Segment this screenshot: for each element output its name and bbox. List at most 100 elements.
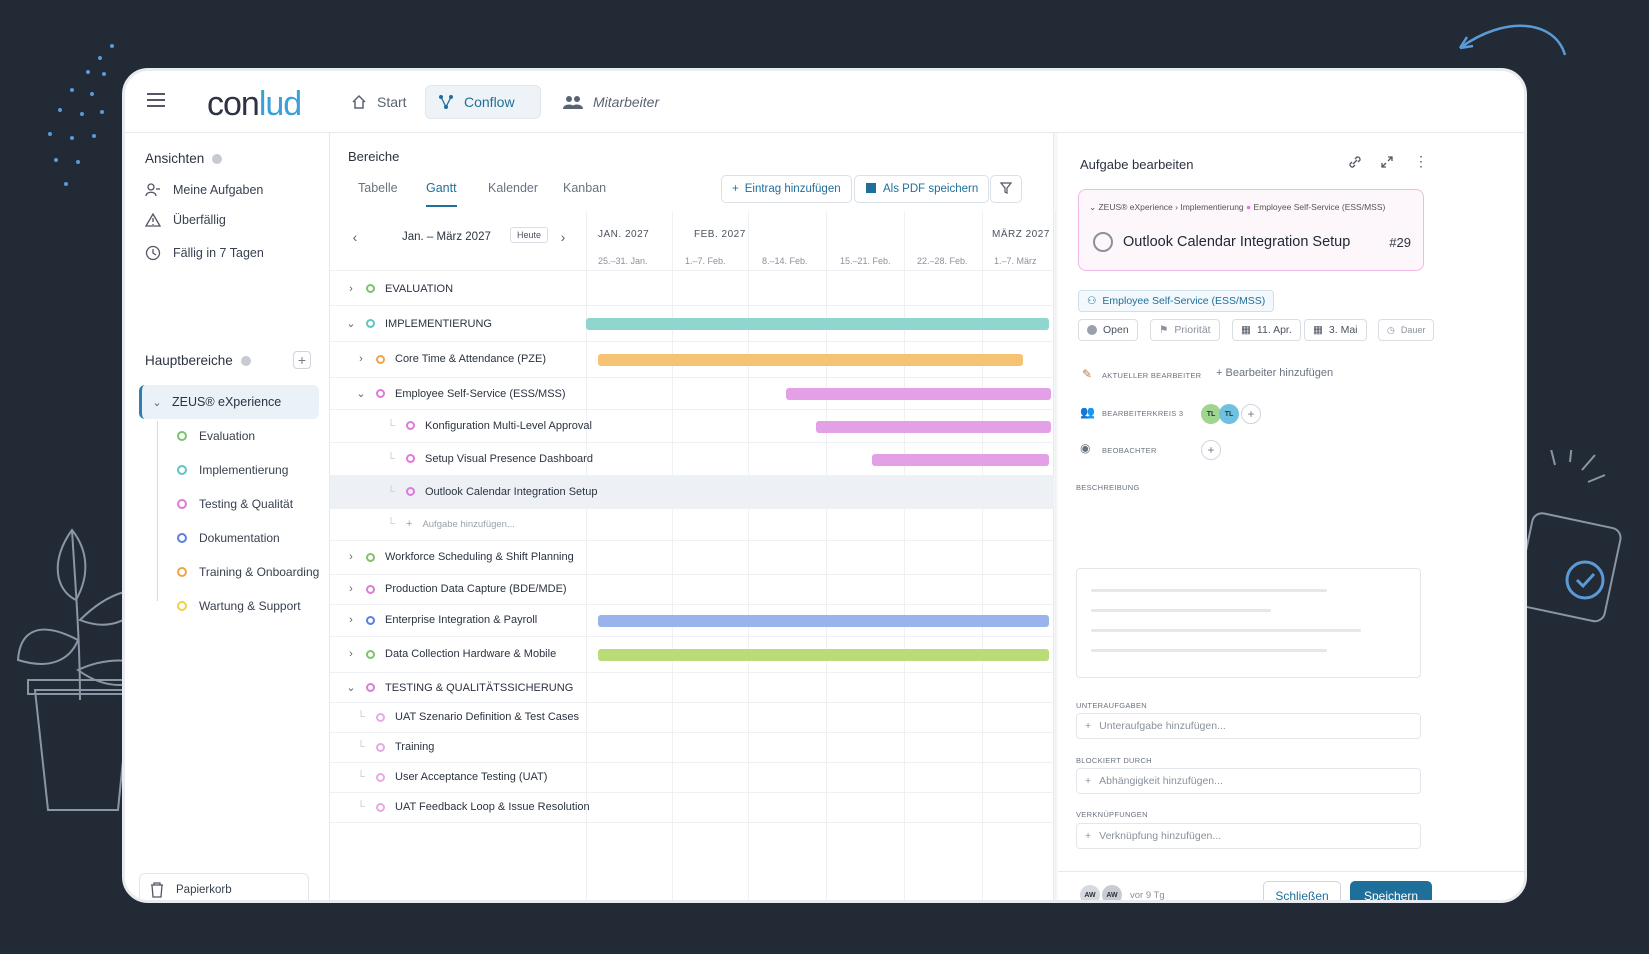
end-date-picker[interactable]: ▦ 3. Mai bbox=[1304, 319, 1367, 341]
gantt-row[interactable] bbox=[330, 733, 1054, 763]
add-watcher-button[interactable]: + bbox=[1201, 440, 1221, 460]
add-link-input[interactable]: + Verknüpfung hinzufügen... bbox=[1076, 823, 1421, 849]
row-label[interactable]: └ Outlook Calendar Integration Setup bbox=[387, 485, 598, 498]
chevron-down-icon[interactable]: ⌄ bbox=[346, 318, 356, 330]
chevron-right-icon[interactable]: › bbox=[349, 282, 353, 295]
avatar[interactable]: TL bbox=[1201, 404, 1221, 424]
menu-icon[interactable] bbox=[147, 93, 165, 107]
tab-kalender[interactable]: Kalender bbox=[488, 181, 539, 195]
row-label[interactable]: › Core Time & Attendance (PZE) bbox=[356, 353, 546, 365]
row-label[interactable]: └ Setup Visual Presence Dashboard bbox=[387, 452, 593, 465]
filter-button[interactable] bbox=[990, 175, 1022, 203]
add-area-button[interactable]: + bbox=[293, 351, 311, 369]
row-label[interactable]: └ UAT Feedback Loop & Issue Resolution bbox=[357, 801, 590, 813]
today-button[interactable]: Heute bbox=[510, 227, 549, 243]
gantt-row[interactable] bbox=[330, 509, 1054, 541]
gantt-bar[interactable] bbox=[786, 388, 1051, 400]
complete-checkbox[interactable] bbox=[1093, 232, 1113, 252]
status-select[interactable]: Open bbox=[1078, 319, 1138, 341]
row-label[interactable]: └ Konfiguration Multi-Level Approval bbox=[387, 419, 592, 432]
tab-tabelle[interactable]: Tabelle bbox=[358, 181, 398, 195]
nav-mitarbeiter[interactable]: Mitarbeiter bbox=[551, 85, 671, 119]
area-tag[interactable]: ⚇ Employee Self-Service (ESS/MSS) bbox=[1078, 290, 1275, 312]
sidebar-area-item[interactable]: Evaluation bbox=[177, 429, 255, 443]
add-subtask-input[interactable]: + Unteraufgabe hinzufügen... bbox=[1076, 713, 1421, 739]
trash-button[interactable]: Papierkorb bbox=[139, 873, 309, 900]
avatar[interactable]: TL bbox=[1219, 404, 1239, 424]
row-color-icon bbox=[376, 712, 385, 722]
gantt-row[interactable] bbox=[330, 763, 1054, 793]
view-ueberfaellig[interactable]: Überfällig bbox=[145, 213, 226, 227]
gantt-bar[interactable] bbox=[598, 649, 1049, 661]
chevron-right-icon[interactable]: › bbox=[349, 614, 353, 626]
add-dependency-input[interactable]: + Abhängigkeit hinzufügen... bbox=[1076, 768, 1421, 794]
row-label[interactable]: › EVALUATION bbox=[346, 283, 453, 295]
next-range-icon[interactable]: › bbox=[560, 229, 566, 245]
chevron-right-icon[interactable]: › bbox=[349, 551, 353, 563]
add-team-member-button[interactable]: + bbox=[1241, 404, 1261, 424]
gantt-row[interactable] bbox=[330, 541, 1054, 575]
row-label[interactable]: › Workforce Scheduling & Shift Planning bbox=[346, 551, 574, 563]
row-label[interactable]: ⌄ TESTING & QUALITÄTSSICHERUNG bbox=[346, 681, 574, 695]
priority-select[interactable]: ⚑ Priorität bbox=[1150, 319, 1220, 341]
more-icon[interactable]: ⋮ bbox=[1414, 153, 1428, 169]
row-label[interactable]: └ UAT Szenario Definition & Test Cases bbox=[357, 711, 580, 723]
sidebar-area-item[interactable]: Implementierung bbox=[177, 463, 288, 477]
sidebar-area-item[interactable]: Training & Onboarding bbox=[177, 565, 319, 579]
sidebar-area-item[interactable]: Testing & Qualität bbox=[177, 497, 293, 511]
gantt-row[interactable] bbox=[330, 443, 1054, 476]
chevron-right-icon[interactable]: › bbox=[359, 353, 363, 365]
gantt-row[interactable] bbox=[330, 575, 1054, 605]
row-label[interactable]: └ Training bbox=[357, 741, 435, 753]
tab-kanban[interactable]: Kanban bbox=[563, 181, 607, 195]
gantt-row[interactable] bbox=[330, 476, 1054, 509]
row-label[interactable]: ⌄ IMPLEMENTIERUNG bbox=[346, 317, 492, 331]
add-entry-button[interactable]: + Eintrag hinzufügen bbox=[721, 175, 852, 203]
row-label[interactable]: ⌄ Employee Self-Service (ESS/MSS) bbox=[356, 387, 566, 401]
gantt-row[interactable] bbox=[330, 793, 1054, 823]
start-date-picker[interactable]: ▦ 11. Apr. bbox=[1232, 319, 1301, 341]
link-icon[interactable] bbox=[1348, 155, 1362, 174]
gantt-row[interactable] bbox=[330, 273, 1054, 306]
gantt-bar[interactable] bbox=[598, 354, 1023, 366]
save-pdf-button[interactable]: Als PDF speichern bbox=[854, 175, 990, 203]
gantt-row[interactable] bbox=[330, 410, 1054, 443]
row-label[interactable]: └ User Acceptance Testing (UAT) bbox=[357, 771, 548, 783]
chevron-right-icon[interactable]: › bbox=[349, 583, 353, 595]
nav-conflow[interactable]: Conflow bbox=[425, 85, 541, 119]
sidebar-area-item[interactable]: Dokumentation bbox=[177, 531, 280, 545]
view-faellig-7-tagen[interactable]: Fällig in 7 Tagen bbox=[145, 245, 264, 261]
nav-start[interactable]: Start bbox=[339, 85, 419, 119]
gantt-row[interactable] bbox=[330, 605, 1054, 637]
area-zeus-experience[interactable]: ⌄ ZEUS® eXperience bbox=[139, 385, 319, 419]
add-assignee-button[interactable]: + Bearbeiter hinzufügen bbox=[1216, 367, 1334, 379]
save-button[interactable]: Speichern bbox=[1350, 881, 1432, 900]
gantt-row[interactable] bbox=[330, 637, 1054, 673]
task-title[interactable]: Outlook Calendar Integration Setup bbox=[1123, 234, 1351, 250]
sidebar-area-item[interactable]: Wartung & Support bbox=[177, 599, 301, 613]
gantt-bar[interactable] bbox=[872, 453, 1049, 466]
close-button[interactable]: Schließen bbox=[1263, 881, 1341, 900]
gantt-bar[interactable] bbox=[816, 420, 1051, 433]
gantt-row[interactable] bbox=[330, 306, 1054, 342]
gantt-bar[interactable] bbox=[586, 318, 1049, 330]
gantt-row[interactable] bbox=[330, 673, 1054, 703]
chevron-down-icon[interactable]: ⌄ bbox=[356, 388, 366, 400]
prev-range-icon[interactable]: ‹ bbox=[352, 229, 358, 245]
expand-icon[interactable] bbox=[1380, 155, 1394, 174]
view-meine-aufgaben[interactable]: Meine Aufgaben bbox=[145, 183, 263, 197]
conlud-logo[interactable]: conlud bbox=[207, 85, 302, 123]
gantt-bar[interactable] bbox=[598, 615, 1049, 627]
gantt-row[interactable] bbox=[330, 703, 1054, 733]
gantt-row[interactable] bbox=[330, 342, 1054, 378]
row-label[interactable]: › Enterprise Integration & Payroll bbox=[346, 614, 537, 626]
duration-field[interactable]: ◷ Dauer bbox=[1378, 319, 1435, 341]
chevron-right-icon[interactable]: › bbox=[349, 648, 353, 660]
add-task-link[interactable]: └ + Aufgabe hinzufügen... bbox=[387, 518, 515, 530]
gantt-row[interactable] bbox=[330, 378, 1054, 410]
row-label[interactable]: › Data Collection Hardware & Mobile bbox=[346, 648, 556, 660]
tab-gantt[interactable]: Gantt bbox=[426, 181, 457, 207]
description-field[interactable] bbox=[1076, 568, 1421, 678]
chevron-down-icon[interactable]: ⌄ bbox=[346, 682, 356, 694]
row-label[interactable]: › Production Data Capture (BDE/MDE) bbox=[346, 583, 566, 595]
